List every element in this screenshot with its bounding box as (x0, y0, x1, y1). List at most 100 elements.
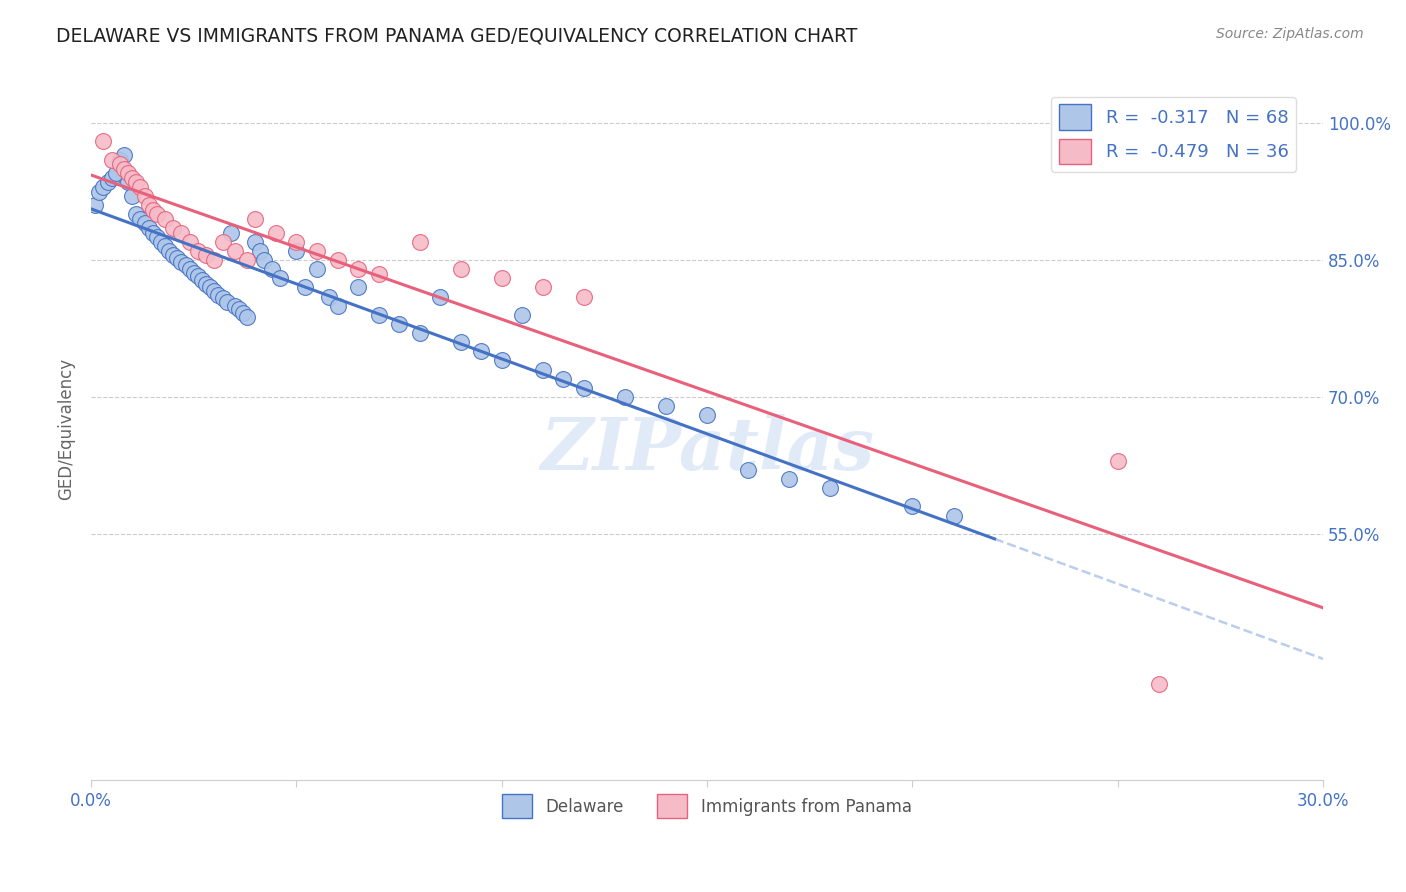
Point (100, 170, 122, 185)
Point (153, 211, 176, 226)
Point (347, 262, 370, 277)
Point (146, 230, 169, 244)
Point (553, 372, 575, 386)
Point (1147, 677, 1170, 691)
Point (1107, 454, 1129, 468)
Point (200, 280, 222, 294)
Point (195, 248, 218, 262)
Point (408, 326, 430, 340)
Point (305, 244, 328, 258)
Point (245, 235, 267, 249)
Point (249, 244, 271, 258)
Text: DELAWARE VS IMMIGRANTS FROM PANAMA GED/EQUIVALENCY CORRELATION CHART: DELAWARE VS IMMIGRANTS FROM PANAMA GED/E… (56, 27, 858, 45)
Point (183, 266, 205, 280)
Point (778, 472, 800, 486)
Point (138, 198, 160, 212)
Point (162, 247, 184, 261)
Point (125, 175, 148, 189)
Point (195, 277, 218, 291)
Point (108, 157, 131, 171)
Point (157, 244, 180, 258)
Point (429, 289, 451, 303)
Point (491, 353, 513, 368)
Point (572, 289, 595, 303)
Point (142, 202, 165, 217)
Point (187, 244, 209, 258)
Point (93, 180, 115, 194)
Point (121, 189, 143, 203)
Point (129, 180, 152, 194)
Point (512, 308, 534, 322)
Point (146, 207, 169, 221)
Point (942, 508, 965, 523)
Point (93, 134, 115, 148)
Point (108, 153, 131, 167)
Point (326, 252, 349, 267)
Point (202, 252, 225, 267)
Point (491, 271, 513, 285)
Point (531, 280, 554, 294)
Point (347, 280, 370, 294)
Point (153, 239, 176, 253)
Point (129, 211, 152, 226)
Point (224, 299, 246, 313)
Point (179, 262, 201, 277)
Point (162, 221, 184, 235)
Point (470, 344, 492, 359)
Point (820, 481, 842, 495)
Point (170, 255, 193, 269)
Point (84, 198, 107, 212)
Point (285, 244, 308, 258)
Point (232, 306, 254, 320)
Point (737, 463, 759, 477)
Point (367, 308, 389, 322)
Point (245, 211, 267, 226)
Point (285, 235, 308, 249)
Point (211, 291, 233, 305)
Point (191, 273, 214, 287)
Point (117, 166, 139, 180)
Point (174, 259, 197, 273)
Point (318, 289, 340, 303)
Point (269, 271, 291, 285)
Point (112, 161, 135, 176)
Point (138, 221, 160, 235)
Legend: Delaware, Immigrants from Panama: Delaware, Immigrants from Panama (496, 788, 918, 825)
Point (253, 252, 276, 267)
Point (696, 408, 718, 422)
Point (125, 207, 148, 221)
Point (531, 362, 554, 376)
Point (112, 148, 135, 162)
Point (572, 381, 595, 395)
Point (260, 262, 283, 277)
Point (97, 175, 120, 189)
Point (264, 226, 287, 240)
Text: Source: ZipAtlas.com: Source: ZipAtlas.com (1216, 27, 1364, 41)
Point (134, 217, 156, 231)
Point (450, 335, 472, 350)
Point (100, 153, 122, 167)
Point (202, 284, 225, 298)
Point (367, 267, 389, 281)
Point (134, 189, 156, 203)
Point (901, 500, 924, 514)
Point (89, 185, 111, 199)
Point (236, 310, 259, 324)
Point (655, 399, 678, 413)
Point (187, 269, 209, 284)
Point (211, 235, 233, 249)
Point (117, 175, 139, 189)
Point (326, 299, 349, 313)
Y-axis label: GED/Equivalency: GED/Equivalency (58, 358, 75, 500)
Point (104, 166, 127, 180)
Point (236, 252, 259, 267)
Point (388, 317, 411, 331)
Point (408, 235, 430, 249)
Point (228, 302, 250, 317)
Point (179, 235, 201, 249)
Text: ZIPatlas: ZIPatlas (540, 415, 875, 485)
Point (207, 287, 229, 301)
Point (121, 170, 143, 185)
Point (219, 226, 242, 240)
Point (614, 390, 637, 404)
